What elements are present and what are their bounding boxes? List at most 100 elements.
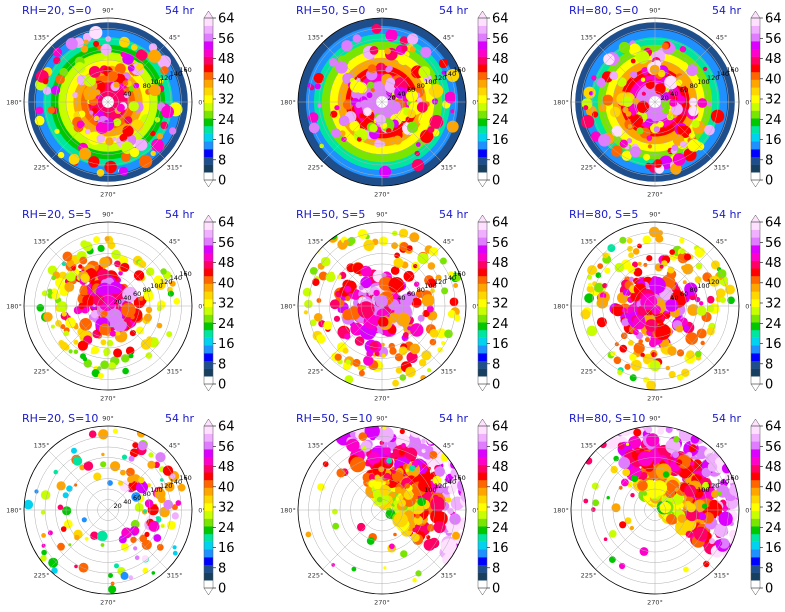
angle-label: 225° <box>308 164 324 172</box>
rain-cell <box>80 284 88 292</box>
rain-cell <box>440 538 457 555</box>
angle-label: 45° <box>169 441 181 449</box>
rain-cell <box>611 304 624 317</box>
colorbar-tick-label: 0 <box>765 582 773 597</box>
rain-cell <box>664 75 678 90</box>
rain-cell <box>103 351 109 357</box>
rain-cell <box>313 72 325 84</box>
rain-cell <box>101 452 105 457</box>
colorbar-min-arrow <box>477 179 488 188</box>
rain-cell <box>620 332 628 340</box>
rain-cell <box>602 94 614 106</box>
rain-cell <box>388 277 405 293</box>
colorbar-min-arrow <box>203 587 214 596</box>
rain-cell <box>673 436 680 443</box>
rain-cell <box>308 122 320 134</box>
colorbar-segment <box>478 368 487 377</box>
rain-cell <box>142 567 149 574</box>
colorbar-segment <box>478 156 487 165</box>
rain-cell <box>688 105 699 117</box>
rain-cell <box>702 481 710 490</box>
colorbar-segment <box>478 495 487 504</box>
colorbar-segment <box>478 557 487 566</box>
rain-cell <box>580 309 591 320</box>
angle-label: 180° <box>6 507 22 515</box>
colorbar-segment <box>204 510 213 519</box>
rain-cell <box>651 480 668 496</box>
rain-cell <box>158 78 164 84</box>
rain-cell <box>344 375 354 384</box>
rain-cell <box>595 272 602 279</box>
colorbar-segment <box>478 268 487 277</box>
rain-cell <box>421 438 426 444</box>
rain-cell <box>108 362 117 371</box>
angle-label: 270° <box>647 599 663 607</box>
rain-cell <box>716 288 726 298</box>
rain-cell <box>691 119 700 128</box>
rain-cell <box>628 252 634 259</box>
radius-label: 60 <box>407 290 415 298</box>
rain-cell <box>640 472 648 480</box>
rain-cell <box>78 562 89 573</box>
angle-label: 45° <box>443 441 455 449</box>
rain-cell <box>405 468 409 473</box>
colorbar-segment <box>478 549 487 558</box>
rain-cell <box>719 296 726 303</box>
rain-cell <box>162 465 174 476</box>
rain-cell <box>136 49 148 61</box>
colorbar-segment <box>751 322 760 331</box>
colorbar-segment <box>751 557 760 566</box>
rain-cell <box>666 514 677 525</box>
rain-cell <box>692 459 703 469</box>
radius-label: 160 <box>453 270 465 278</box>
rain-cell <box>177 483 186 492</box>
rain-cell <box>160 66 169 75</box>
rain-cell <box>619 344 628 353</box>
rain-cell <box>630 58 636 64</box>
rain-cell <box>357 365 363 371</box>
rain-cell <box>647 144 652 149</box>
rain-cell <box>109 330 116 337</box>
rain-cell <box>61 261 67 266</box>
radius-label: 40 <box>670 90 678 98</box>
rain-cell <box>344 333 351 340</box>
rain-cell <box>355 101 362 109</box>
colorbar-segment <box>751 72 760 80</box>
rain-cell <box>381 353 386 358</box>
colorbar-segment <box>204 441 213 450</box>
rain-cell <box>121 454 128 460</box>
rain-cell <box>129 147 140 158</box>
rain-cell <box>42 86 52 95</box>
colorbar-tick-label: 32 <box>765 93 782 108</box>
rain-cell <box>643 376 650 383</box>
colorbar-segment <box>204 72 213 80</box>
rain-cell <box>609 530 617 538</box>
rain-cell <box>47 530 53 536</box>
rain-cell <box>664 313 670 319</box>
colorbar-segment <box>204 345 213 354</box>
polar-grid <box>23 221 193 391</box>
rain-cell <box>357 229 368 239</box>
colorbar-segment <box>751 426 760 434</box>
panel-time: 54 hr <box>165 208 194 221</box>
rain-cell <box>35 106 44 115</box>
rain-cell <box>736 531 739 536</box>
colorbar-segment <box>751 495 760 504</box>
radius-label: 40 <box>397 294 405 302</box>
rain-cell <box>683 566 689 573</box>
rain-cell <box>133 527 140 534</box>
colorbar-segment <box>478 299 487 308</box>
rain-cell <box>718 511 733 526</box>
rain-cell <box>74 534 80 541</box>
colorbar-segment <box>751 48 760 57</box>
rain-cell <box>402 332 409 338</box>
rain-cell <box>144 531 150 537</box>
rain-cell <box>41 549 47 556</box>
rain-cell <box>134 555 140 560</box>
colorbar-tick-label: 16 <box>218 541 235 556</box>
rain-cell <box>395 434 410 449</box>
colorbar-segment <box>751 330 760 338</box>
colorbar-segment <box>478 456 487 465</box>
rain-cell <box>717 491 723 496</box>
radius-label: 100 <box>150 282 162 290</box>
